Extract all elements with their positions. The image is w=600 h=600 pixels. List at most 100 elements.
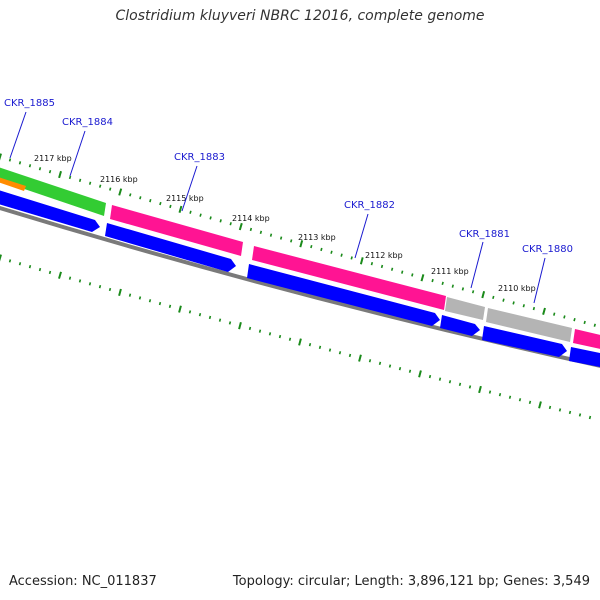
tick-mark (468, 385, 472, 389)
tick-mark (368, 359, 372, 363)
reverse-arrow-6[interactable] (569, 347, 600, 368)
tick-mark (138, 296, 142, 300)
tick-mark (149, 198, 152, 203)
tick-mark (88, 181, 92, 185)
tick-mark (168, 304, 172, 309)
tick-mark (178, 305, 182, 313)
tick-mark (358, 354, 362, 362)
tick-mark (458, 382, 462, 387)
reverse-arrow-2[interactable] (105, 223, 236, 272)
gene-ckr-1880-bar[interactable] (486, 308, 572, 342)
tick-mark (330, 250, 333, 254)
leader-ckr-1882 (354, 213, 369, 259)
leader-ckr-1885 (9, 111, 27, 159)
tick-mark (48, 270, 52, 275)
tick-mark (268, 332, 272, 336)
tick-mark (68, 276, 72, 280)
tick-mark (568, 410, 572, 415)
tick-mark (288, 337, 292, 341)
tick-mark (420, 274, 425, 282)
tick-mark (388, 364, 392, 368)
gene-ckr-1882-bar[interactable] (252, 246, 446, 310)
reverse-arrow-3[interactable] (247, 264, 440, 326)
reverse-arrow-1[interactable] (0, 189, 100, 232)
gene-label-ckr-1885[interactable]: CKR_1885 (4, 98, 55, 109)
gene-label-ckr-1883[interactable]: CKR_1883 (174, 152, 225, 163)
tick-mark (38, 267, 42, 272)
gene-label-ckr-1882[interactable]: CKR_1882 (344, 200, 395, 211)
tick-mark (298, 338, 302, 346)
gene-ckr-1881-bar[interactable] (445, 297, 485, 320)
gene-ckr-1885-bar[interactable] (0, 166, 106, 216)
tick-mark (578, 413, 582, 417)
reverse-arrow-4[interactable] (440, 315, 480, 336)
tick-mark (279, 236, 283, 240)
tick-mark (548, 405, 552, 410)
leader-ckr-1883 (181, 165, 198, 212)
map-title: Clostridium kluyveri NBRC 12016, complet… (115, 8, 485, 24)
tick-mark (68, 175, 72, 180)
tick-mark (38, 167, 42, 171)
tick-mark (209, 216, 212, 220)
tick-mark (8, 158, 12, 162)
tick-mark (290, 239, 293, 243)
tick-mark (502, 298, 505, 302)
tick-mark (178, 205, 183, 213)
tick-mark (18, 161, 22, 165)
forward-gene-track (0, 166, 600, 350)
tick-mark (0, 254, 2, 262)
accession-text: Accession: NC_011837 (9, 574, 157, 589)
tick-mark (318, 345, 322, 350)
tick-mark (128, 293, 132, 297)
tick-mark (28, 264, 32, 269)
tick-mark (408, 369, 412, 373)
tick-mark (431, 278, 434, 283)
tick-mark (583, 320, 586, 325)
kbp-labels: 2117 kbp 2116 kbp 2115 kbp 2114 kbp 2113… (34, 154, 536, 293)
gene-ckr-1883-bar[interactable] (110, 205, 243, 256)
tick-mark (58, 170, 62, 179)
tick-mark (378, 361, 382, 366)
tick-mark (258, 329, 262, 333)
reverse-arrow-5[interactable] (482, 326, 567, 357)
tick-mark (238, 222, 243, 231)
gene-orange-bar[interactable] (0, 176, 26, 191)
tick-mark (320, 247, 323, 252)
tick-mark (481, 290, 486, 299)
tick-mark (441, 281, 444, 286)
tick-mark (532, 306, 536, 311)
tick-mark (8, 259, 12, 263)
gene-leader-lines (9, 111, 546, 304)
tick-mark (390, 267, 394, 271)
tick-mark (348, 353, 352, 358)
tick-mark (328, 348, 332, 352)
tick-mark (350, 256, 353, 260)
tick-mark (219, 219, 222, 223)
tick-mark (593, 323, 596, 327)
tick-mark (428, 374, 432, 379)
tick-mark (248, 326, 252, 331)
gene-right-edge-bar[interactable] (573, 329, 600, 350)
tick-mark (518, 398, 522, 402)
tick-mark (498, 392, 502, 397)
tick-mark (542, 307, 546, 315)
tick-mark (418, 370, 422, 378)
tick-mark (129, 193, 132, 197)
tick-mark (118, 188, 123, 196)
tick-mark (370, 261, 374, 266)
tick-mark (218, 318, 222, 322)
gene-label-ckr-1880[interactable]: CKR_1880 (522, 244, 573, 255)
gene-label-ckr-1884[interactable]: CKR_1884 (62, 117, 113, 128)
tick-mark (98, 184, 102, 188)
leader-ckr-1881 (470, 241, 484, 289)
gene-label-ckr-1881[interactable]: CKR_1881 (459, 229, 510, 240)
tick-mark (508, 395, 512, 399)
tick-mark (28, 164, 32, 168)
tick-mark (78, 178, 82, 183)
tick-mark (461, 287, 465, 291)
tick-mark (118, 288, 122, 296)
tick-mark (198, 312, 202, 317)
kbp-label: 2111 kbp (431, 267, 469, 276)
tick-mark (109, 187, 112, 191)
tick-mark (398, 366, 402, 371)
